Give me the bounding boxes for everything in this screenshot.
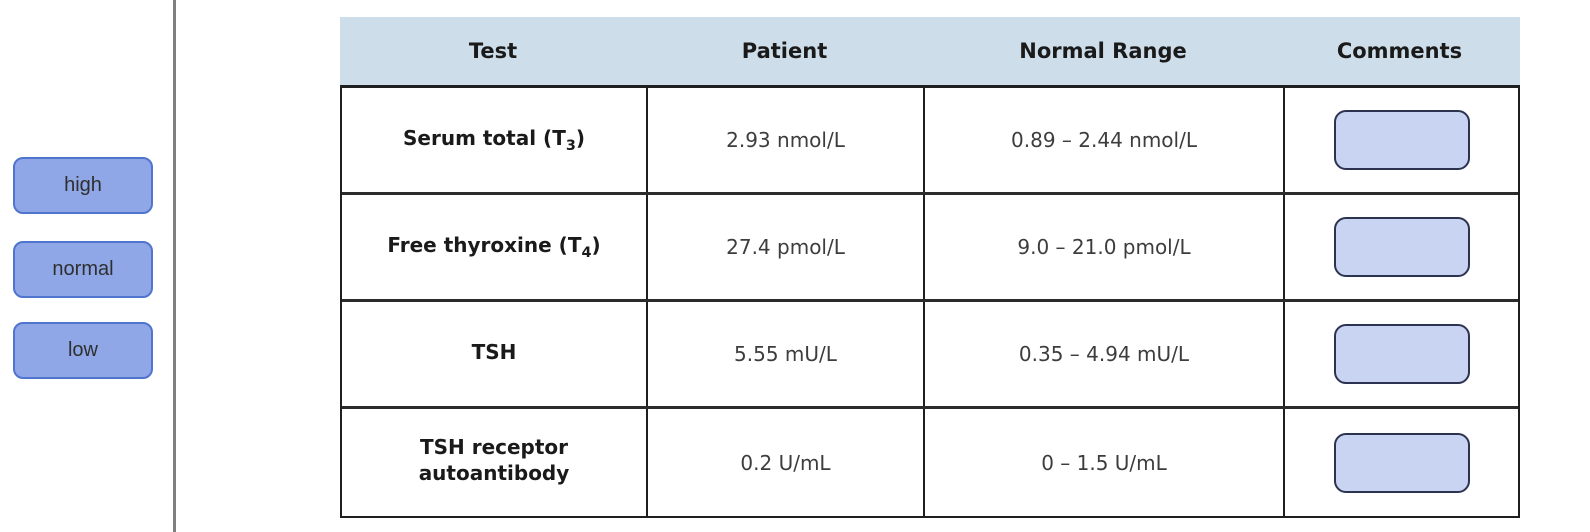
patient-value-cell: 0.2 U/mL — [648, 409, 925, 516]
normal-range-cell: 0 – 1.5 U/mL — [925, 409, 1285, 516]
comments-cell — [1285, 195, 1518, 299]
test-label: TSH receptor autoantibody — [418, 435, 570, 486]
column-header-normal-range: Normal Range — [1019, 39, 1187, 63]
test-subscript: 3 — [565, 137, 576, 154]
comments-drop-zone[interactable] — [1333, 324, 1470, 384]
test-label-suffix: ) — [591, 232, 601, 257]
patient-value: 27.4 pmol/L — [726, 235, 845, 259]
test-cell: Free thyroxine (T4) — [342, 195, 648, 299]
normal-range-value: 0 – 1.5 U/mL — [1041, 450, 1167, 475]
column-header-patient: Patient — [741, 39, 828, 63]
table-row: TSH receptor autoantibody 0.2 U/mL 0 – 1… — [342, 409, 1518, 516]
tray-divider — [173, 0, 176, 532]
table-body: Serum total (T3) 2.93 nmol/L 0.89 – 2.44… — [340, 85, 1520, 518]
column-header-test: Test — [468, 39, 518, 63]
table-row: Free thyroxine (T4) 27.4 pmol/L 9.0 – 21… — [342, 195, 1518, 302]
patient-value: 0.2 U/mL — [740, 450, 831, 475]
table-row: TSH 5.55 mU/L 0.35 – 4.94 mU/L — [342, 302, 1518, 409]
comments-cell — [1285, 88, 1518, 192]
test-cell: TSH receptor autoantibody — [342, 409, 648, 516]
test-cell: TSH — [342, 302, 648, 406]
patient-value-cell: 2.93 nmol/L — [648, 88, 925, 192]
normal-range-cell: 0.35 – 4.94 mU/L — [925, 302, 1285, 406]
patient-value-cell: 27.4 pmol/L — [648, 195, 925, 299]
normal-range-value: 0.89 – 2.44 nmol/L — [1011, 128, 1197, 152]
drag-token-high[interactable]: high — [13, 157, 153, 214]
normal-range-value: 9.0 – 21.0 pmol/L — [1017, 235, 1191, 259]
comments-cell — [1285, 409, 1518, 516]
comments-drop-zone[interactable] — [1333, 110, 1470, 170]
test-subscript: 4 — [581, 244, 592, 261]
test-label: Serum total (T — [403, 125, 566, 150]
drag-token-normal[interactable]: normal — [13, 241, 153, 298]
patient-value: 5.55 mU/L — [734, 342, 837, 366]
table-row: Serum total (T3) 2.93 nmol/L 0.89 – 2.44… — [342, 88, 1518, 195]
test-label-suffix: ) — [575, 125, 585, 150]
normal-range-cell: 0.89 – 2.44 nmol/L — [925, 88, 1285, 192]
normal-range-cell: 9.0 – 21.0 pmol/L — [925, 195, 1285, 299]
patient-value-cell: 5.55 mU/L — [648, 302, 925, 406]
column-header-comments: Comments — [1336, 39, 1463, 63]
test-label: TSH — [471, 339, 517, 364]
comments-drop-zone[interactable] — [1333, 217, 1470, 277]
drag-token-low[interactable]: low — [13, 322, 153, 379]
comments-cell — [1285, 302, 1518, 406]
normal-range-value: 0.35 – 4.94 mU/L — [1018, 342, 1190, 366]
comments-drop-zone[interactable] — [1333, 432, 1470, 493]
table-header-row: Test Patient Normal Range Comments — [340, 17, 1520, 85]
test-label: Free thyroxine (T — [387, 232, 582, 257]
results-table: Test Patient Normal Range Comments Serum… — [340, 17, 1520, 518]
test-cell: Serum total (T3) — [342, 88, 648, 192]
patient-value: 2.93 nmol/L — [726, 128, 845, 152]
